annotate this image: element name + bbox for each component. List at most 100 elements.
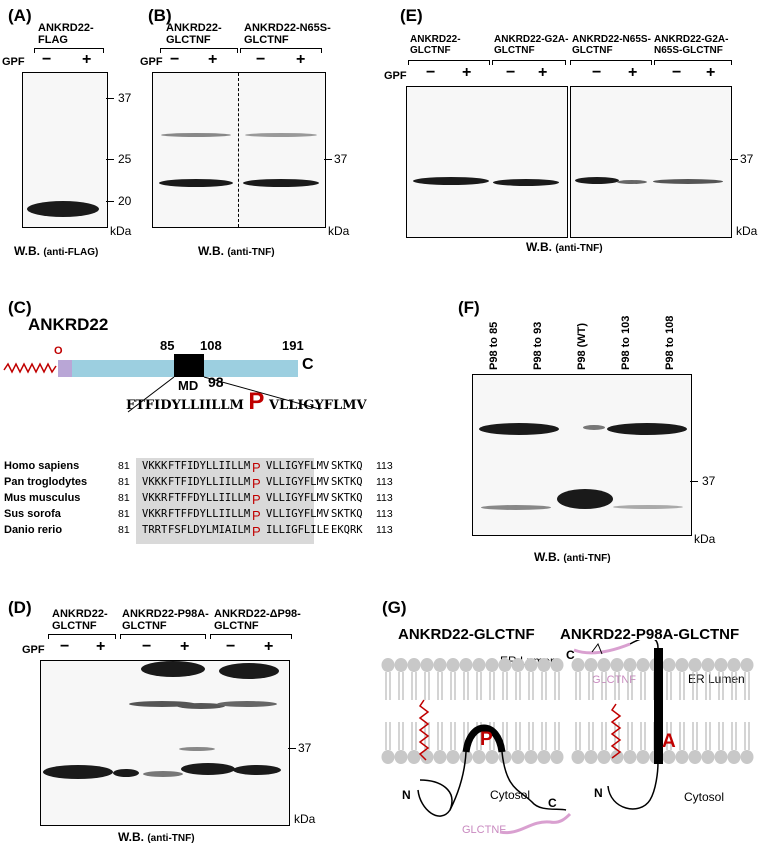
- band: [161, 133, 231, 137]
- gpf-label: GPF: [384, 70, 407, 82]
- lane-bracket: [160, 48, 238, 53]
- lane-bracket: [240, 48, 322, 53]
- lipid-head: [511, 750, 525, 764]
- lipid-head: [714, 658, 728, 672]
- er-lumen-2: ER Lumen: [688, 672, 745, 686]
- lipid-head: [584, 750, 598, 764]
- end-pos: 113: [376, 460, 393, 472]
- minus-sign: −: [60, 638, 70, 655]
- lane-bracket: [408, 60, 490, 65]
- start-pos: 81: [118, 508, 130, 520]
- end-pos: 113: [376, 508, 393, 520]
- glctnf-1: GLCTNF: [462, 824, 506, 836]
- panel-e-header-4: ANKRD22-G2A- N65S-GLCTNF: [654, 34, 728, 56]
- lipid-head: [433, 750, 447, 764]
- protein-chain: [629, 640, 659, 649]
- g-title-2: ANKRD22-P98A-GLCTNF: [560, 626, 740, 643]
- band: [243, 179, 319, 187]
- lane-label: P98 (WT): [576, 322, 588, 370]
- p98-position: 98: [208, 374, 224, 390]
- plus-sign: +: [628, 64, 638, 81]
- band: [129, 701, 195, 707]
- band: [583, 425, 605, 430]
- blot-e-right: [570, 86, 732, 238]
- lipid-head: [472, 658, 486, 672]
- lipid-head: [511, 658, 525, 672]
- c-terminus: C: [302, 356, 314, 373]
- start-pos: 81: [118, 492, 130, 504]
- minus-sign: −: [170, 51, 180, 68]
- myristoyl-zigzag: [3, 362, 57, 374]
- lipid-head: [610, 750, 624, 764]
- md-label: MD: [178, 378, 199, 393]
- lipid-head: [688, 658, 702, 672]
- pre-seq: TRRT: [142, 524, 168, 536]
- lipid-head: [610, 658, 624, 672]
- proline: P: [252, 492, 261, 507]
- marker-37: 37: [334, 152, 348, 166]
- pos-108: 108: [200, 338, 222, 353]
- minus-sign: −: [226, 638, 236, 655]
- panel-d-header-1: ANKRD22- GLCTNF: [52, 608, 108, 632]
- kda-label: kDa: [736, 224, 758, 238]
- lane-label: P98 to 108: [664, 315, 676, 370]
- lipid-head: [636, 658, 650, 672]
- post-seq: ILLIGFLILE: [266, 524, 330, 536]
- post-seq: VLLIGYFLMV: [266, 508, 330, 520]
- lipid-head: [727, 750, 741, 764]
- panel-e-header-1: ANKRD22- GLCTNF: [410, 34, 461, 56]
- myristoyl-o: O: [54, 345, 63, 357]
- header-line: ANKRD22-N65S-: [572, 34, 651, 45]
- wb-label: W.B. (anti-TNF): [526, 240, 603, 254]
- tail-seq: EKQRK: [331, 524, 363, 536]
- header-line: GLCTNF: [244, 34, 289, 46]
- motif-right: VLLIGYFLMV: [268, 398, 367, 413]
- lipid-head: [459, 658, 473, 672]
- domain-diagram: [3, 354, 320, 413]
- lane-bracket: [570, 60, 652, 65]
- lipid-head: [498, 658, 512, 672]
- blot-a: [22, 72, 108, 228]
- header-line: ANKRD22-: [166, 22, 222, 34]
- wb-label: W.B. (anti-TNF): [534, 550, 611, 564]
- band: [607, 423, 687, 435]
- plus-sign: +: [96, 638, 106, 655]
- header-line: ANKRD22-G2A-: [494, 34, 569, 45]
- lipid-head: [550, 750, 564, 764]
- marker-37: 37: [118, 91, 132, 105]
- species-name: Homo sapiens: [4, 460, 80, 472]
- tail-seq: SKTKQ: [331, 508, 363, 520]
- band: [217, 701, 277, 707]
- lipid-head: [688, 750, 702, 764]
- band: [481, 505, 551, 510]
- minus-sign: −: [592, 64, 602, 81]
- post-seq: VLLIGYFLMV: [266, 460, 330, 472]
- pre-seq: VKKK: [142, 460, 168, 472]
- end-pos: 113: [376, 492, 393, 504]
- lipid-head: [740, 750, 754, 764]
- myristoyl-zigzag: [418, 699, 430, 761]
- blot-f: [472, 374, 692, 536]
- panel-c-label: (C): [8, 298, 32, 317]
- post-seq: VLLIGYFLMV: [266, 492, 330, 504]
- tail-seq: SKTKQ: [331, 476, 363, 488]
- gpf-label: GPF: [22, 644, 45, 656]
- panel-a-label: (A): [8, 6, 32, 25]
- lane-bracket: [492, 60, 566, 65]
- header-line: N65S-GLCTNF: [654, 45, 723, 56]
- pos-191: 191: [282, 338, 304, 353]
- lipid-head: [407, 658, 421, 672]
- lipid-head: [740, 658, 754, 672]
- motif-p: P: [248, 388, 265, 415]
- band: [413, 177, 489, 185]
- panel-b-label: (B): [148, 6, 172, 25]
- band: [141, 661, 205, 677]
- band: [613, 505, 683, 509]
- panel-d-header-3: ANKRD22-ΔP98- GLCTNF: [214, 608, 301, 632]
- lipid-head: [714, 750, 728, 764]
- wb-label: W.B. (anti-TNF): [198, 244, 275, 258]
- n-term-1: N: [402, 788, 411, 802]
- header-line: ANKRD22-N65S-: [244, 22, 331, 34]
- n-term-segment: [58, 360, 72, 377]
- panel-b-header-2: ANKRD22-N65S- GLCTNF: [244, 22, 331, 46]
